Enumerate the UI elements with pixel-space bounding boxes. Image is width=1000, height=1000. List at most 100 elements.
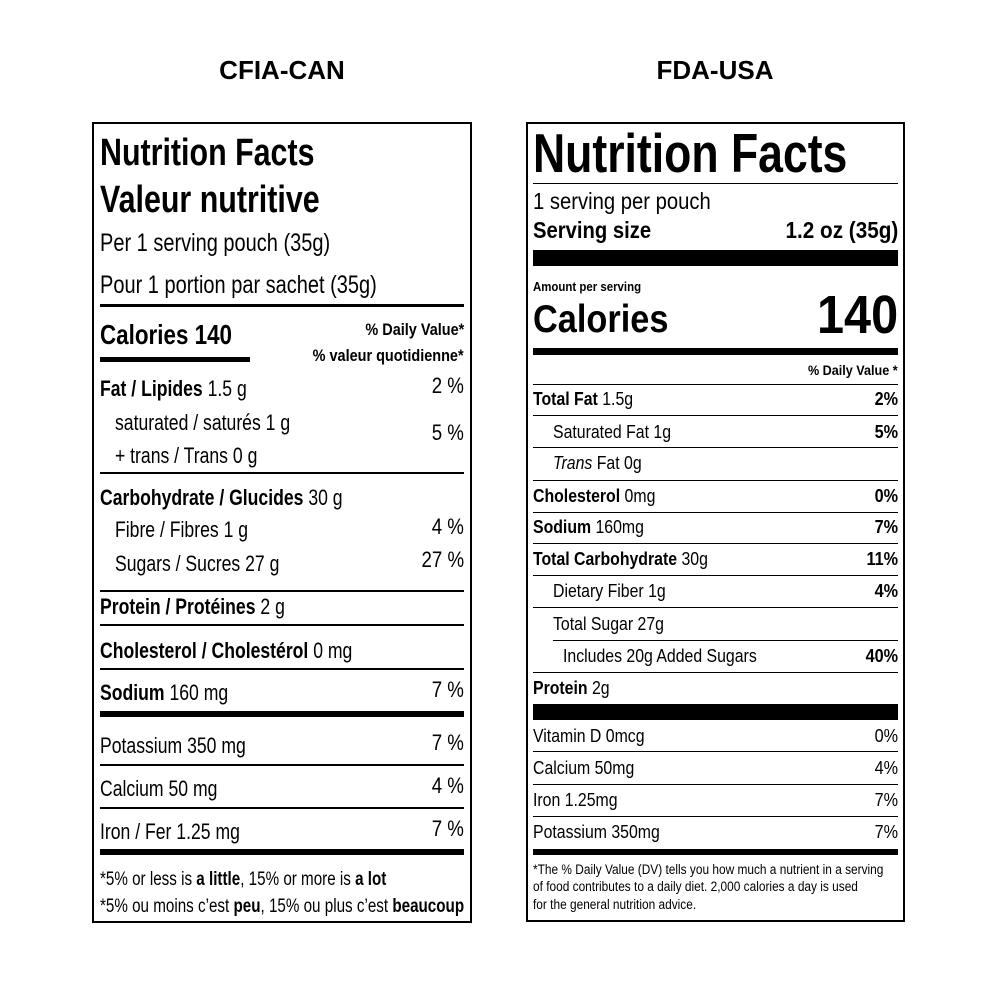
name: Sodium [100, 680, 165, 705]
rule [533, 480, 898, 481]
amount: 1g [653, 422, 672, 442]
amount: 2g [591, 678, 610, 698]
rule [100, 590, 464, 592]
footnote: for the general nutrition advice. [533, 897, 697, 912]
row: Iron / Fer 1.25 mg [100, 817, 240, 847]
text: , 15% ou plus c’est [260, 896, 393, 917]
row: Includes 20g Added Sugars [563, 641, 757, 671]
dv: 4 % [431, 514, 464, 539]
row: Sodium 160 mg [100, 678, 228, 708]
amount: 160mg [595, 517, 644, 537]
rule [533, 751, 898, 752]
rule [533, 250, 898, 266]
footnote: *5% ou moins c’est peu, 15% ou plus c’es… [100, 892, 464, 922]
dv: 0% [874, 726, 898, 746]
text: a lot [355, 869, 387, 890]
amount: 1.25mg [564, 790, 618, 810]
name: Sugars / Sucres [115, 551, 241, 576]
name: Fibre / Fibres [115, 517, 219, 542]
rule [100, 807, 464, 809]
text: beaucoup [392, 896, 465, 917]
dv: 5 % [431, 420, 464, 445]
name: Protein / Protéines [100, 594, 256, 619]
text: peu [233, 896, 261, 917]
rule [533, 415, 898, 416]
amount: 0mcg [605, 726, 645, 746]
dv: 4 % [431, 773, 464, 798]
rule [100, 624, 464, 626]
dv: 7% [874, 822, 898, 842]
canada-label: Nutrition Facts Valeur nutritive Per 1 s… [92, 122, 472, 923]
rule [100, 764, 464, 766]
rule [533, 543, 898, 544]
name: Cholesterol [533, 486, 621, 506]
serving-size: 1.2 oz (35g) [785, 217, 898, 243]
row: Cholesterol / Cholestérol 0 mg [100, 636, 352, 666]
dv: 7% [874, 790, 898, 810]
rule [533, 672, 898, 673]
name: Iron / Fer [100, 819, 172, 844]
rule [553, 640, 898, 641]
usa-label: Nutrition Facts 1 serving per pouch Serv… [526, 122, 905, 922]
dv-header: % Daily Value * [808, 362, 898, 378]
calories: 140 [816, 285, 898, 345]
dv: 7 % [431, 677, 464, 702]
name: Potassium [100, 733, 183, 758]
name: Total Carbohydrate [533, 549, 678, 569]
dv: 40% [865, 646, 898, 666]
row: Protein 2g [533, 673, 610, 703]
rule [533, 384, 898, 385]
row: Saturated Fat 1g [553, 417, 671, 447]
rule [533, 348, 898, 355]
amount: 30 g [308, 485, 343, 510]
name: + trans / Trans [115, 443, 228, 468]
row: Total Fat 1.5g [533, 384, 633, 414]
dv: 0% [874, 486, 898, 506]
footnote: *5% or less is a little, 15% or more is … [100, 865, 386, 895]
amount: 1 g [223, 517, 249, 542]
text: a little [196, 869, 241, 890]
amount: 350mg [611, 822, 660, 842]
dv: 7 % [431, 816, 464, 841]
row: Vitamin D 0mcg [533, 721, 645, 751]
calories-label: Calories [533, 298, 669, 341]
dv: 7% [874, 517, 898, 537]
row: Cholesterol 0mg [533, 481, 655, 511]
name: Potassium [533, 822, 607, 842]
amount: 1g [648, 581, 666, 601]
row: Fat / Lipides 1.5 g [100, 374, 247, 404]
serving: Pour 1 portion par sachet (35g) [100, 271, 377, 299]
row: Trans Fat 0g [553, 448, 642, 478]
row: Fibre / Fibres 1 g [115, 515, 248, 545]
name: Total Sugar [553, 614, 634, 634]
name: Cholesterol / Cholestérol [100, 638, 309, 663]
row: + trans / Trans 0 g [115, 441, 257, 471]
serving-size-label: Serving size [533, 217, 652, 243]
name: Protein [533, 678, 588, 698]
rule [100, 849, 464, 855]
dv: 4% [874, 758, 898, 778]
dv-header: % valeur quotidienne* [313, 346, 464, 365]
row: Potassium 350mg [533, 817, 660, 847]
text: *5% or less is [100, 869, 197, 890]
row: Protein / Protéines 2 g [100, 592, 285, 622]
name: Total Fat [533, 389, 598, 409]
rule [533, 607, 898, 608]
row: Calcium 50mg [533, 753, 634, 783]
row: Sugars / Sucres 27 g [115, 549, 279, 579]
amount: 350 mg [187, 733, 246, 758]
amount: 0 mg [313, 638, 353, 663]
amount: 0g [624, 453, 642, 473]
amount: 1.25 mg [176, 819, 240, 844]
dv-header: % Daily Value* [365, 320, 464, 339]
amount: 27 g [245, 551, 280, 576]
title: Nutrition Facts [533, 122, 848, 184]
heading: FDA-USA [656, 55, 774, 85]
row: saturated / saturés 1 g [115, 408, 290, 438]
footnote: of food contributes to a daily diet. 2,0… [533, 879, 858, 894]
name: Calcium [533, 758, 591, 778]
servings: 1 serving per pouch [533, 188, 711, 214]
amount: 1.5g [602, 389, 634, 409]
name: Trans [553, 453, 593, 473]
